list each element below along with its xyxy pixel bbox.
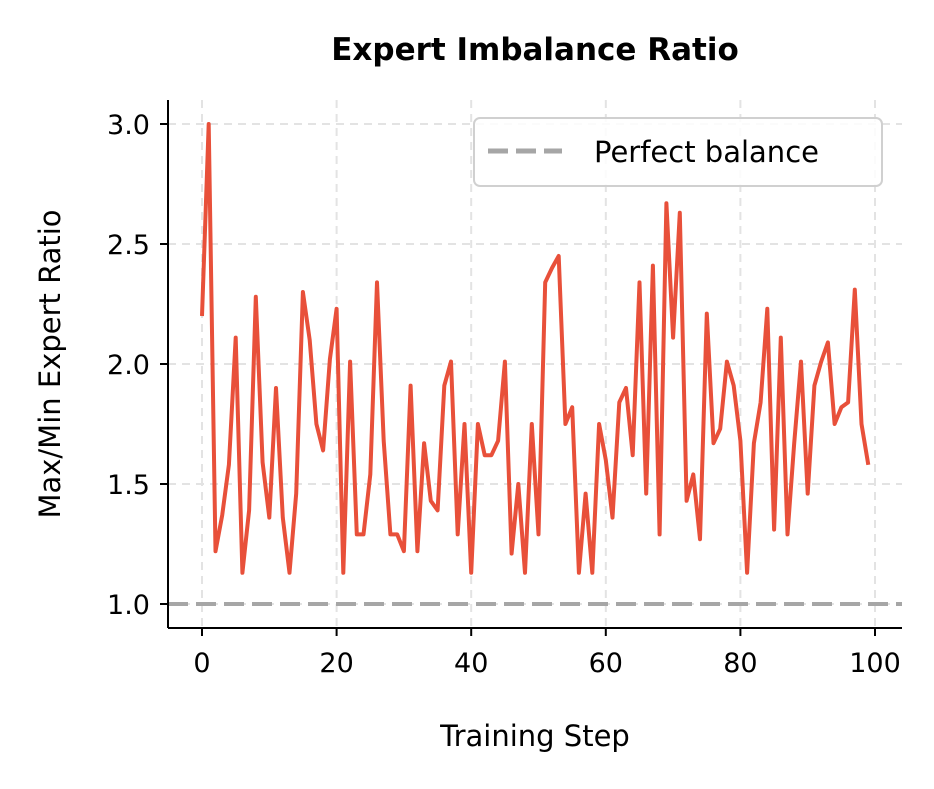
y-tick-label: 1.0: [107, 590, 150, 621]
chart-title: Expert Imbalance Ratio: [331, 32, 739, 68]
y-tick-label: 2.0: [107, 350, 150, 381]
x-tick-label: 80: [723, 648, 757, 679]
y-axis-label: Max/Min Expert Ratio: [33, 209, 67, 518]
x-ticks: 0 20 40 60 80 100: [193, 628, 900, 679]
imbalance-ratio-line: [202, 124, 868, 573]
y-tick-label: 3.0: [107, 110, 150, 141]
series-layer: [202, 124, 868, 573]
y-tick-label: 2.5: [107, 230, 150, 261]
x-tick-label: 20: [319, 648, 353, 679]
x-tick-label: 60: [589, 648, 623, 679]
x-tick-label: 100: [849, 648, 901, 679]
x-axis-label: Training Step: [439, 719, 630, 753]
y-ticks: 1.0 1.5 2.0 2.5 3.0: [107, 110, 168, 621]
legend: Perfect balance: [474, 118, 882, 186]
y-tick-label: 1.5: [107, 470, 150, 501]
legend-label-perfect-balance: Perfect balance: [594, 135, 819, 169]
x-tick-label: 0: [193, 648, 210, 679]
x-tick-label: 40: [454, 648, 488, 679]
